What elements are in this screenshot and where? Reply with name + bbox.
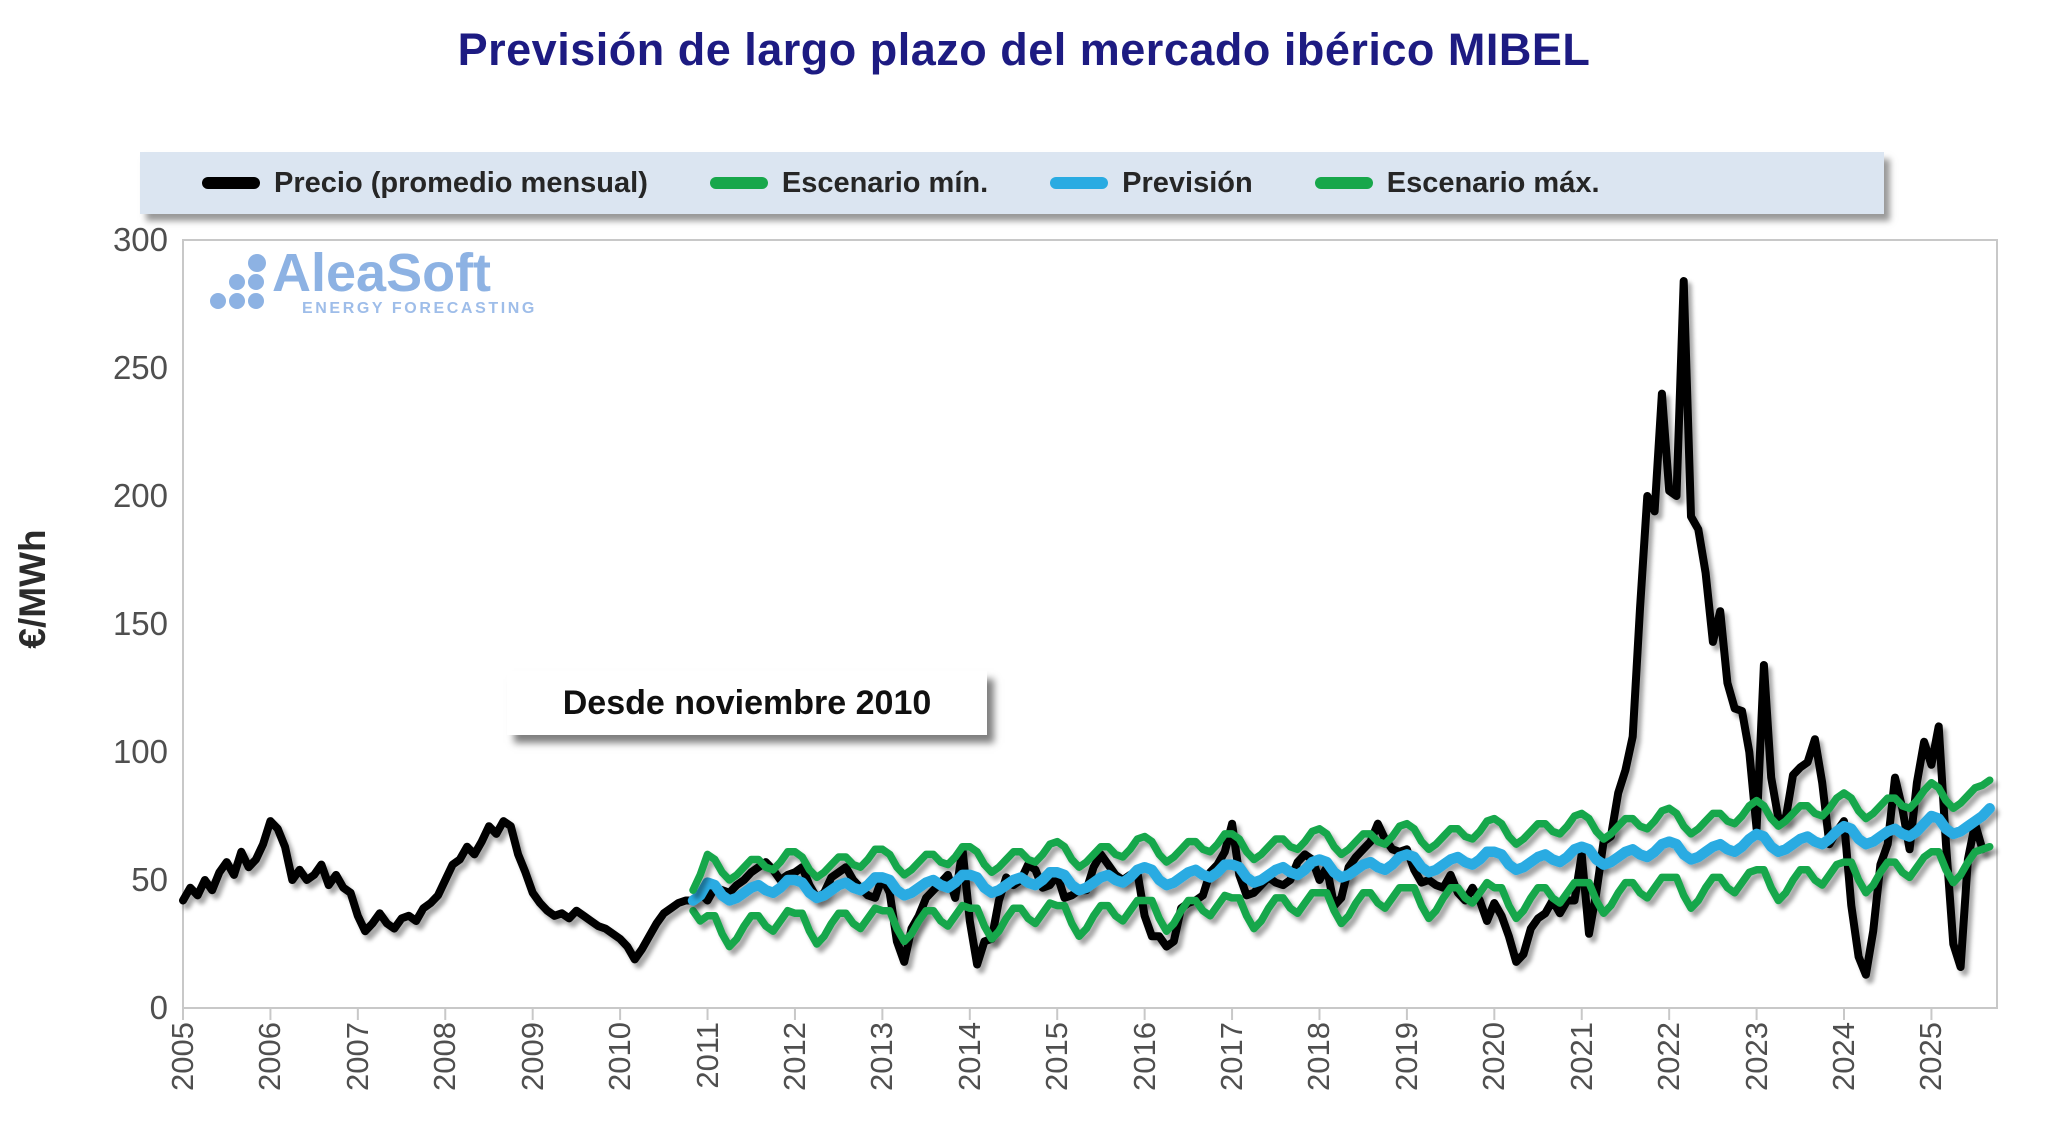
x-tick-label-2012: 2012 bbox=[776, 1022, 812, 1091]
x-tick-label-2014: 2014 bbox=[951, 1022, 987, 1091]
x-tick-label-2021: 2021 bbox=[1563, 1022, 1599, 1091]
series-line-escenario-m-x bbox=[689, 776, 1994, 894]
legend-swatch-escenario-min bbox=[709, 177, 768, 189]
x-tick-label-2024: 2024 bbox=[1826, 1022, 1861, 1091]
x-tick-label-2007: 2007 bbox=[339, 1022, 375, 1091]
x-tick-label-2011: 2011 bbox=[689, 1022, 725, 1089]
x-tick-label-2018: 2018 bbox=[1301, 1022, 1337, 1091]
x-tick-label-2019: 2019 bbox=[1388, 1022, 1424, 1091]
legend-label-precio: Precio (promedio mensual) bbox=[274, 166, 648, 199]
y-tick-label-150: 150 bbox=[112, 605, 168, 642]
aleasoft-tagline: ENERGY FORECASTING bbox=[302, 300, 537, 317]
annotation-desde-noviembre: Desde noviembre 2010 bbox=[507, 671, 987, 735]
x-tick-label-2009: 2009 bbox=[514, 1022, 550, 1091]
chart-lines bbox=[179, 277, 1995, 979]
logo-dot bbox=[210, 293, 226, 309]
legend-swatch-escenario-max bbox=[1314, 177, 1373, 189]
series-line-previsi-n bbox=[687, 803, 1995, 906]
logo-dot bbox=[229, 293, 245, 309]
logo-dot bbox=[248, 274, 264, 290]
logo-dot bbox=[248, 293, 264, 309]
legend-item-escenario-min: Escenario mín. bbox=[709, 166, 989, 200]
x-tick-label-2023: 2023 bbox=[1738, 1022, 1774, 1091]
y-tick-label-250: 250 bbox=[112, 349, 168, 386]
aleasoft-brand: AleaSoft bbox=[272, 243, 492, 303]
x-tick-label-2008: 2008 bbox=[427, 1022, 463, 1091]
legend-item-escenario-max: Escenario máx. bbox=[1314, 166, 1600, 200]
y-tick-label-200: 200 bbox=[112, 477, 168, 514]
legend-label-escenario-max: Escenario máx. bbox=[1386, 166, 1600, 199]
x-tick-label-2016: 2016 bbox=[1126, 1022, 1162, 1091]
chart-title: Previsión de largo plazo del mercado ibé… bbox=[457, 24, 1591, 75]
y-tick-label-100: 100 bbox=[112, 733, 168, 770]
x-tick-label-2015: 2015 bbox=[1039, 1022, 1075, 1091]
x-tick-label-2005: 2005 bbox=[165, 1022, 200, 1091]
x-tick-label-2017: 2017 bbox=[1214, 1022, 1250, 1091]
y-tick-label-300: 300 bbox=[112, 221, 168, 258]
legend-label-escenario-min: Escenario mín. bbox=[781, 166, 989, 199]
legend-label-prevision: Previsión bbox=[1122, 166, 1253, 199]
legend-item-precio: Precio (promedio mensual) bbox=[202, 167, 648, 200]
y-tick-label-50: 50 bbox=[131, 861, 168, 898]
y-tick-label-0: 0 bbox=[149, 989, 168, 1026]
legend: Precio (promedio mensual) Escenario mín. P… bbox=[140, 152, 1884, 214]
x-tick-label-2022: 2022 bbox=[1651, 1022, 1687, 1091]
x-tick-label-2025: 2025 bbox=[1913, 1022, 1949, 1091]
x-tick-label-2013: 2013 bbox=[864, 1022, 900, 1091]
logo-dot bbox=[229, 274, 245, 290]
legend-swatch-precio bbox=[202, 177, 260, 189]
legend-swatch-prevision bbox=[1050, 177, 1109, 189]
x-tick-label-2006: 2006 bbox=[252, 1022, 288, 1091]
x-tick-label-2010: 2010 bbox=[602, 1022, 638, 1091]
y-axis-title: €/MWh bbox=[12, 529, 53, 649]
plot-border bbox=[182, 239, 1998, 1020]
x-tick-label-2020: 2020 bbox=[1476, 1022, 1512, 1091]
legend-item-prevision: Previsión bbox=[1050, 167, 1253, 200]
logo-dot bbox=[248, 254, 266, 272]
aleasoft-dots-icon bbox=[210, 254, 268, 316]
aleasoft-logo: AleaSoft ENERGY FORECASTING bbox=[210, 243, 590, 338]
series-line-escenario-m-n bbox=[689, 842, 1994, 951]
series-line-precio-promedio-mensual bbox=[179, 277, 1987, 979]
